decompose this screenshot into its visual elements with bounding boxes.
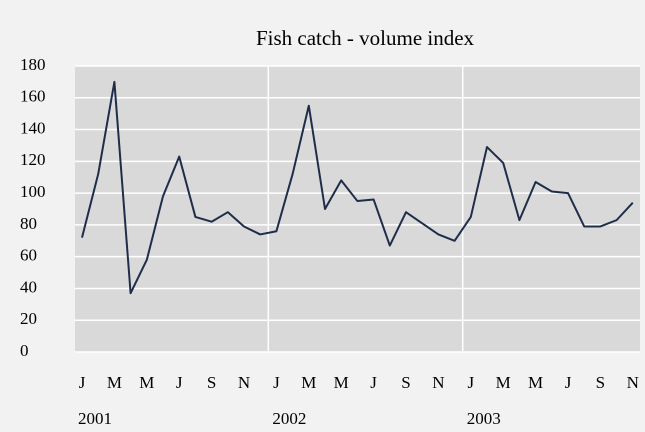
x-tick-label: S bbox=[401, 373, 410, 392]
x-tick-label: N bbox=[432, 373, 444, 392]
x-tick-label: M bbox=[496, 373, 511, 392]
y-tick-label: 60 bbox=[20, 246, 37, 265]
y-tick-label: 140 bbox=[20, 118, 46, 137]
line-series bbox=[81, 80, 634, 295]
y-tick-label: 120 bbox=[20, 150, 46, 169]
x-tick-label: M bbox=[334, 373, 349, 392]
x-tick-label: J bbox=[273, 373, 280, 392]
year-label: 2003 bbox=[467, 409, 501, 428]
x-tick-label: N bbox=[238, 373, 250, 392]
x-tick-label: J bbox=[467, 373, 474, 392]
y-tick-label: 100 bbox=[20, 182, 46, 201]
chart-title: Fish catch - volume index bbox=[256, 26, 475, 50]
y-tick-label: 180 bbox=[20, 55, 46, 74]
x-tick-label: M bbox=[528, 373, 543, 392]
year-label: 2002 bbox=[272, 409, 306, 428]
x-tick-label: J bbox=[565, 373, 572, 392]
x-tick-label: S bbox=[207, 373, 216, 392]
y-tick-label: 20 bbox=[20, 309, 37, 328]
year-label: 2001 bbox=[78, 409, 112, 428]
x-tick-label: M bbox=[107, 373, 122, 392]
x-tick-label: N bbox=[627, 373, 639, 392]
x-tick-label: S bbox=[596, 373, 605, 392]
x-tick-label: J bbox=[79, 373, 86, 392]
x-tick-label: J bbox=[370, 373, 377, 392]
x-tick-label: M bbox=[139, 373, 154, 392]
y-tick-label: 40 bbox=[20, 277, 37, 296]
plot-area bbox=[75, 66, 640, 352]
y-tick-label: 160 bbox=[20, 87, 46, 106]
x-tick-label: J bbox=[176, 373, 183, 392]
y-tick-label: 80 bbox=[20, 214, 37, 233]
x-tick-label: M bbox=[301, 373, 316, 392]
y-tick-label: 0 bbox=[20, 341, 29, 360]
